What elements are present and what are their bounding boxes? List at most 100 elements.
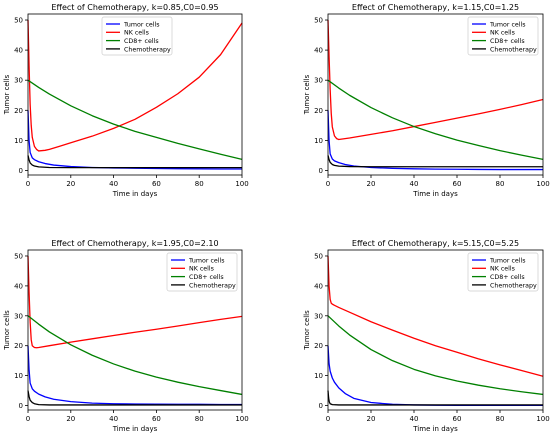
y-tick-label: 30 xyxy=(314,77,323,85)
series-line-chemotherapy xyxy=(27,390,242,406)
legend-label: Chemotherapy xyxy=(124,46,171,53)
y-tick-label: 10 xyxy=(314,137,323,145)
legend-label: Chemotherapy xyxy=(490,282,537,289)
chart-title: Effect of Chemotherapy, k=5.15,C0=5.25 xyxy=(352,239,519,248)
x-axis-label: Time in days xyxy=(412,425,458,433)
series-line-nk-cells xyxy=(327,255,544,377)
x-tick-label: 40 xyxy=(410,415,419,423)
y-tick-label: 50 xyxy=(314,17,323,25)
y-tick-label: 40 xyxy=(314,282,323,290)
series-line-chemotherapy xyxy=(27,155,242,169)
legend-label: NK cells xyxy=(490,266,515,273)
x-tick-label: 0 xyxy=(26,415,30,423)
legend-label: CD8+ cells xyxy=(189,274,224,281)
chart-panel-4: 0 20 40 60 80 100 0 10 20 30 40 50 Effect of Chemoth… xyxy=(303,239,550,433)
series-line-cd8-cells xyxy=(327,315,544,396)
y-tick-label: 0 xyxy=(19,167,23,175)
y-tick-label: 0 xyxy=(319,167,323,175)
x-tick-label: 100 xyxy=(235,415,248,423)
y-tick-label: 20 xyxy=(314,342,323,350)
legend-label: CD8+ cells xyxy=(490,274,525,281)
x-tick-label: 40 xyxy=(410,180,419,188)
x-tick-label: 60 xyxy=(152,180,161,188)
series-line-cd8-cells xyxy=(27,315,243,396)
x-tick-label: 20 xyxy=(66,180,75,188)
legend-label: Tumor cells xyxy=(123,21,160,28)
chart-title: Effect of Chemotherapy, k=1.95,C0=2.10 xyxy=(51,239,218,248)
legend-box xyxy=(467,16,539,56)
x-tick-label: 80 xyxy=(496,415,505,423)
x-tick-label: 40 xyxy=(109,180,118,188)
legend-label: NK cells xyxy=(490,30,515,37)
y-tick-label: 0 xyxy=(319,402,323,410)
x-tick-label: 20 xyxy=(367,415,376,423)
x-tick-label: 40 xyxy=(109,415,118,423)
series-line-cd8-cells xyxy=(327,79,544,160)
x-tick-label: 80 xyxy=(195,180,204,188)
x-tick-label: 80 xyxy=(195,415,204,423)
x-tick-label: 20 xyxy=(367,180,376,188)
y-axis-label: Tumor cells xyxy=(3,310,11,351)
x-tick-label: 0 xyxy=(26,180,30,188)
legend-label: Tumor cells xyxy=(489,21,526,28)
plot-frame xyxy=(27,249,243,411)
y-tick-label: 40 xyxy=(14,47,23,55)
chart-panel-3: 0 20 40 60 80 100 0 10 20 30 40 50 Effect of Chemoth… xyxy=(3,239,249,433)
legend-label: Chemotherapy xyxy=(189,282,236,289)
x-tick-label: 60 xyxy=(152,415,161,423)
legend-label: Tumor cells xyxy=(188,257,225,264)
x-tick-label: 80 xyxy=(496,180,505,188)
y-tick-label: 30 xyxy=(14,77,23,85)
y-tick-label: 50 xyxy=(14,17,23,25)
x-tick-label: 60 xyxy=(453,180,462,188)
y-tick-label: 20 xyxy=(14,107,23,115)
x-tick-label: 0 xyxy=(326,180,330,188)
legend-label: Tumor cells xyxy=(489,257,526,264)
y-tick-label: 50 xyxy=(314,252,323,260)
chart-title: Effect of Chemotherapy, k=1.15,C0=1.25 xyxy=(352,3,519,12)
series-line-cd8-cells xyxy=(27,79,243,160)
y-tick-label: 50 xyxy=(14,252,23,260)
series-line-tumor-cells xyxy=(327,110,543,171)
series-line-chemotherapy xyxy=(327,390,543,406)
x-tick-label: 100 xyxy=(235,180,248,188)
legend-box xyxy=(101,16,173,56)
series-line-nk-cells xyxy=(27,255,243,349)
series-line-nk-cells xyxy=(327,20,544,141)
x-axis-label: Time in days xyxy=(412,190,458,198)
x-tick-label: 0 xyxy=(326,415,330,423)
plot-frame xyxy=(327,249,544,411)
series-line-nk-cells xyxy=(27,20,243,152)
chart-panel-2: 0 20 40 60 80 100 0 10 20 30 40 50 Effect of Chemoth… xyxy=(303,3,550,198)
legend-label: CD8+ cells xyxy=(490,38,525,45)
legend-label: Chemotherapy xyxy=(490,46,537,53)
chart-panel-1: 0 20 40 60 80 100 0 10 20 30 40 50 Effect of Chemoth… xyxy=(3,3,249,198)
y-axis-label: Tumor cells xyxy=(303,74,311,115)
y-axis-label: Tumor cells xyxy=(3,74,11,115)
legend-label: CD8+ cells xyxy=(124,38,159,45)
y-tick-label: 20 xyxy=(314,107,323,115)
legend-label: NK cells xyxy=(124,30,149,37)
x-axis-label: Time in days xyxy=(112,190,158,198)
series-line-tumor-cells xyxy=(27,110,242,170)
y-tick-label: 20 xyxy=(14,342,23,350)
x-tick-label: 20 xyxy=(66,415,75,423)
legend-box xyxy=(166,252,238,292)
y-axis-label: Tumor cells xyxy=(303,310,311,351)
x-tick-label: 100 xyxy=(536,180,549,188)
y-tick-label: 10 xyxy=(314,372,323,380)
x-axis-label: Time in days xyxy=(112,425,158,433)
plot-frame xyxy=(327,13,544,176)
series-line-chemotherapy xyxy=(327,155,543,168)
y-tick-label: 30 xyxy=(314,312,323,320)
legend-box xyxy=(467,252,539,292)
y-tick-label: 10 xyxy=(14,137,23,145)
y-tick-label: 40 xyxy=(314,47,323,55)
x-tick-label: 60 xyxy=(453,415,462,423)
y-tick-label: 40 xyxy=(14,282,23,290)
